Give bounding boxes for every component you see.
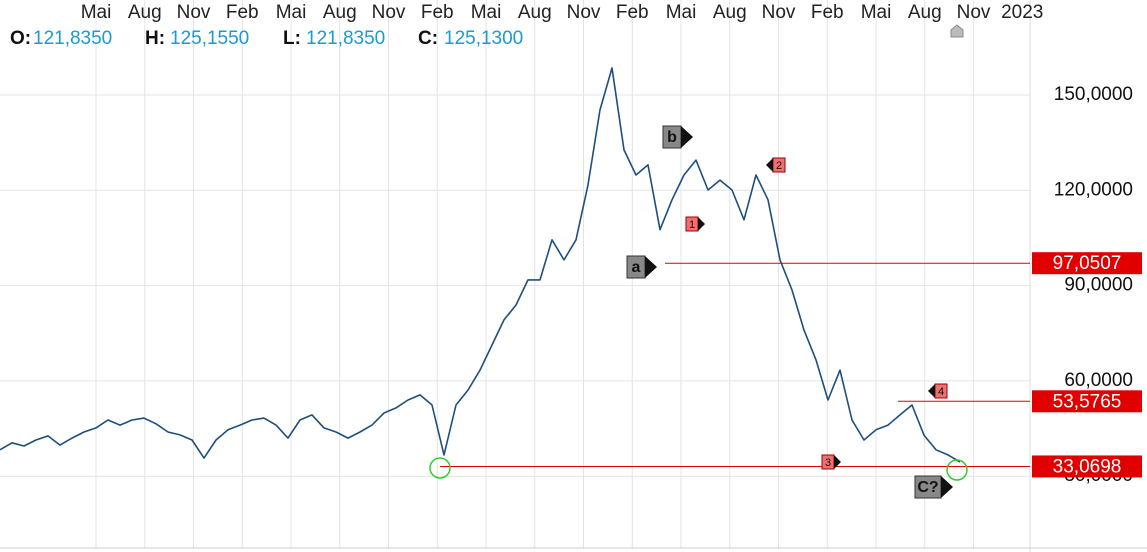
x-tick-label: Mai	[471, 2, 502, 23]
home-icon[interactable]	[950, 24, 964, 38]
x-tick-label: Feb	[811, 2, 844, 23]
x-tick-label: Aug	[908, 2, 942, 23]
x-tick-label: Aug	[128, 2, 162, 23]
x-tick-label: Feb	[421, 2, 454, 23]
x-tick-label: Nov	[957, 2, 991, 23]
x-tick-label: Nov	[372, 2, 406, 23]
x-tick-label: Nov	[762, 2, 796, 23]
level-box	[1032, 455, 1142, 478]
y-tick-label: 150,0000	[1054, 84, 1133, 105]
wave-label: 3	[821, 454, 841, 470]
label-arrow	[645, 256, 657, 278]
plot	[0, 67, 1030, 467]
level-box	[1032, 252, 1142, 275]
label-text: C?	[917, 479, 938, 496]
label-text: 4	[938, 386, 944, 398]
label-text: 3	[825, 457, 831, 469]
label-arrow	[928, 384, 935, 398]
x-tick-label: Aug	[323, 2, 357, 23]
ohlc-key: C:	[418, 28, 438, 49]
label-text: a	[632, 259, 641, 276]
marker-circle	[429, 457, 451, 479]
label-arrow	[698, 217, 705, 231]
wave-label: C?	[914, 475, 953, 499]
marker-circle	[946, 459, 968, 481]
x-tick-label: Feb	[616, 2, 649, 23]
label-arrow	[941, 476, 953, 498]
label-arrow	[834, 455, 841, 469]
x-tick-label: Mai	[81, 2, 112, 23]
ohlc-value: 125,1300	[444, 28, 523, 49]
level-label: 97,0507	[1053, 253, 1122, 274]
x-tick-label: Mai	[666, 2, 697, 23]
ohlc-value: 121,8350	[306, 28, 385, 49]
ohlc-key: H:	[145, 28, 165, 49]
x-tick-label: 2023	[1001, 2, 1043, 23]
ohlc-value: 121,8350	[33, 28, 112, 49]
x-tick-label: Nov	[177, 2, 211, 23]
level-label: 53,5765	[1053, 391, 1122, 412]
x-tick-label: Mai	[861, 2, 892, 23]
label-text: 1	[689, 219, 695, 231]
wave-label: 2	[766, 157, 786, 173]
x-tick-label: Mai	[276, 2, 307, 23]
x-tick-label: Feb	[226, 2, 259, 23]
y-tick-label: 60,0000	[1064, 370, 1133, 391]
y-tick-label: 120,0000	[1054, 179, 1133, 200]
wave-label: 1	[685, 216, 705, 232]
label-text: 2	[776, 160, 782, 172]
wave-label: b	[662, 125, 693, 149]
x-tick-label: Nov	[567, 2, 601, 23]
label-arrow	[681, 126, 693, 148]
wave-label: a	[626, 255, 657, 279]
y-tick-label: 90,0000	[1064, 275, 1133, 296]
x-tick-label: Aug	[518, 2, 552, 23]
x-tick-label: Aug	[713, 2, 747, 23]
ohlc-value: 125,1550	[170, 28, 249, 49]
grid	[0, 0, 1030, 548]
label-text: b	[667, 129, 677, 146]
price-line	[0, 67, 961, 463]
ohlc-key: O:	[10, 28, 31, 49]
ohlc-key: L:	[283, 28, 301, 49]
level-box	[1032, 390, 1142, 413]
wave-label: 4	[928, 383, 948, 399]
level-label: 33,0698	[1053, 456, 1122, 477]
label-arrow	[766, 158, 773, 172]
